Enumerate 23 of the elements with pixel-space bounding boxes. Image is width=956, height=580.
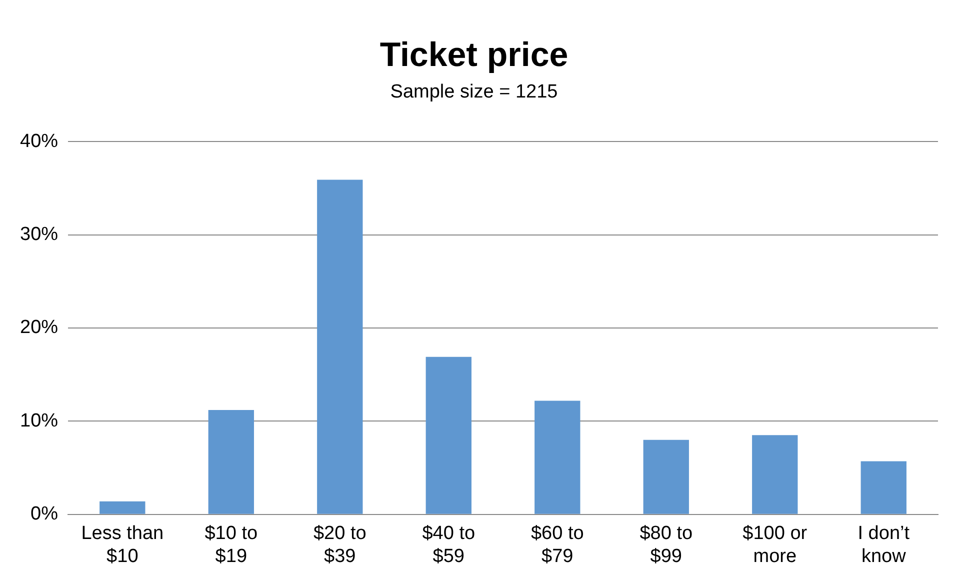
bar: [100, 501, 146, 514]
x-tick-label: $40 to $59: [422, 523, 476, 567]
chart-subtitle: Sample size = 1215: [390, 81, 558, 102]
bar: [534, 400, 580, 514]
bar: [643, 440, 689, 514]
x-tick-label: I don’t know: [858, 523, 910, 567]
bar: [860, 461, 906, 514]
x-tick-label: $100 or more: [742, 523, 808, 567]
y-tick-label: 30%: [20, 224, 58, 246]
x-tick-label: $20 to $39: [313, 523, 366, 567]
y-tick-label: 10%: [20, 410, 58, 432]
y-tick-label: 40%: [20, 130, 58, 152]
x-tick-label: $60 to $79: [530, 523, 584, 567]
y-tick-label: 0%: [30, 504, 58, 525]
bar: [317, 180, 363, 514]
x-tick-label: $80 to $99: [640, 523, 693, 567]
bar: [208, 410, 254, 514]
y-tick-label: 20%: [20, 317, 58, 338]
x-tick-label: Less than $10: [81, 523, 164, 567]
bar: [752, 435, 798, 514]
bar: [426, 356, 472, 514]
chart-title: Ticket price: [380, 36, 568, 74]
x-tick-label: $10 to $19: [204, 523, 258, 567]
